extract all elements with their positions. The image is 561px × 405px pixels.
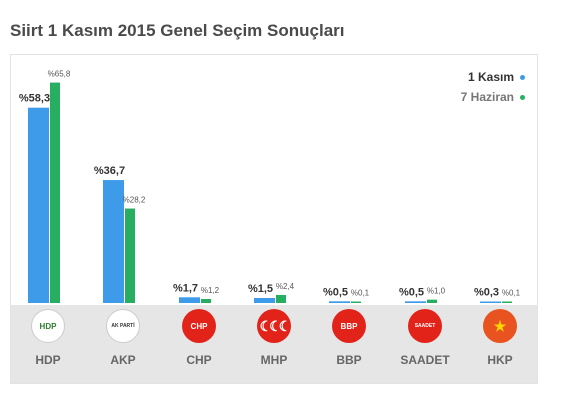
bar-chart: %58,3 %65,8 %36,7 %28,2 %1,7 %1,2 %1,5 %2,4 %0,5… <box>19 70 521 303</box>
bar-1-kasim-hdp <box>28 107 49 303</box>
crescents-symbol: ☾☾☾ <box>259 317 292 334</box>
bar-7-haziran-chp <box>201 298 211 303</box>
star-symbol: ★ <box>493 317 507 334</box>
logo-text-akp: AK PARTİ <box>111 323 135 329</box>
bar-1-kasim-mhp <box>254 297 275 303</box>
legend-item-7-haziran: 7 Haziran <box>461 87 525 107</box>
saadet-logo-icon: SAADET <box>408 309 442 343</box>
label-1-kasim-hkp: %0,3 <box>474 287 499 299</box>
label-7-haziran-akp: %28,2 <box>123 196 146 205</box>
logo-text-bbp: BBP <box>340 321 358 331</box>
party-name-mhp: MHP <box>260 353 288 367</box>
bar-7-haziran-saadet <box>427 299 437 303</box>
bbp-logo-icon: BBP <box>332 309 366 343</box>
label-1-kasim-akp: %36,7 <box>94 165 125 177</box>
label-7-haziran-hkp: %0,1 <box>502 289 521 298</box>
bar-1-kasim-hkp <box>480 301 501 303</box>
bar-7-haziran-mhp <box>276 294 286 303</box>
akp-logo-icon: AK PARTİ <box>106 309 140 343</box>
legend-label-7-haziran: 7 Haziran <box>460 90 514 104</box>
label-1-kasim-mhp: %1,5 <box>248 283 273 295</box>
legend-label-1-kasim: 1 Kasım <box>467 70 514 84</box>
legend-item-1-kasim: 1 Kasım <box>461 67 525 87</box>
party-name-chp: CHP <box>186 353 212 367</box>
bar-1-kasim-saadet <box>405 301 426 303</box>
label-7-haziran-bbp: %0,1 <box>351 289 370 298</box>
label-7-haziran-hdp: %65,8 <box>48 70 71 79</box>
label-1-kasim-bbp: %0,5 <box>323 286 348 298</box>
label-1-kasim-hdp: %58,3 <box>19 93 50 105</box>
legend-dot-green-icon <box>520 95 525 101</box>
logo-text-saadet: SAADET <box>414 323 436 329</box>
party-name-hdp: HDP <box>35 353 61 367</box>
label-7-haziran-mhp: %2,4 <box>276 282 295 291</box>
label-7-haziran-chp: %1,2 <box>201 286 220 295</box>
legend: 1 Kasım 7 Haziran <box>461 67 525 107</box>
mhp-logo-icon: ☾☾☾ <box>257 309 291 343</box>
label-1-kasim-saadet: %0,5 <box>399 286 424 298</box>
bar-1-kasim-bbp <box>329 301 350 303</box>
bar-1-kasim-akp <box>103 180 124 303</box>
party-name-hkp: HKP <box>487 353 513 367</box>
party-name-saadet: SAADET <box>400 353 450 367</box>
logo-text-chp: CHP <box>190 321 208 331</box>
hdp-logo-icon: HDP <box>31 309 65 343</box>
logo-text-hdp: HDP <box>39 321 57 331</box>
chp-logo-icon: CHP <box>182 309 216 343</box>
party-name-bbp: BBP <box>336 353 362 367</box>
chart-title: Siirt 1 Kasım 2015 Genel Seçim Sonuçları <box>10 21 345 40</box>
label-7-haziran-saadet: %1,0 <box>427 287 446 296</box>
bar-1-kasim-chp <box>179 297 200 303</box>
chart-panel: 1 Kasım 7 Haziran %58,3 %65,8 %36,7 %28,2 %1… <box>10 54 538 384</box>
party-name-akp: AKP <box>110 353 136 367</box>
bar-7-haziran-hkp <box>502 301 512 303</box>
bar-7-haziran-bbp <box>351 301 361 303</box>
bar-7-haziran-hdp <box>50 82 60 303</box>
hkp-logo-icon: ★ <box>483 309 517 343</box>
legend-dot-blue-icon <box>520 75 525 81</box>
bar-7-haziran-akp <box>125 208 135 303</box>
label-1-kasim-chp: %1,7 <box>173 282 198 294</box>
party-logo-strip: HDP HDP AK PARTİ AKP CHP CHP ☾☾☾ MHP BBP BBP SAADE… <box>11 305 537 383</box>
